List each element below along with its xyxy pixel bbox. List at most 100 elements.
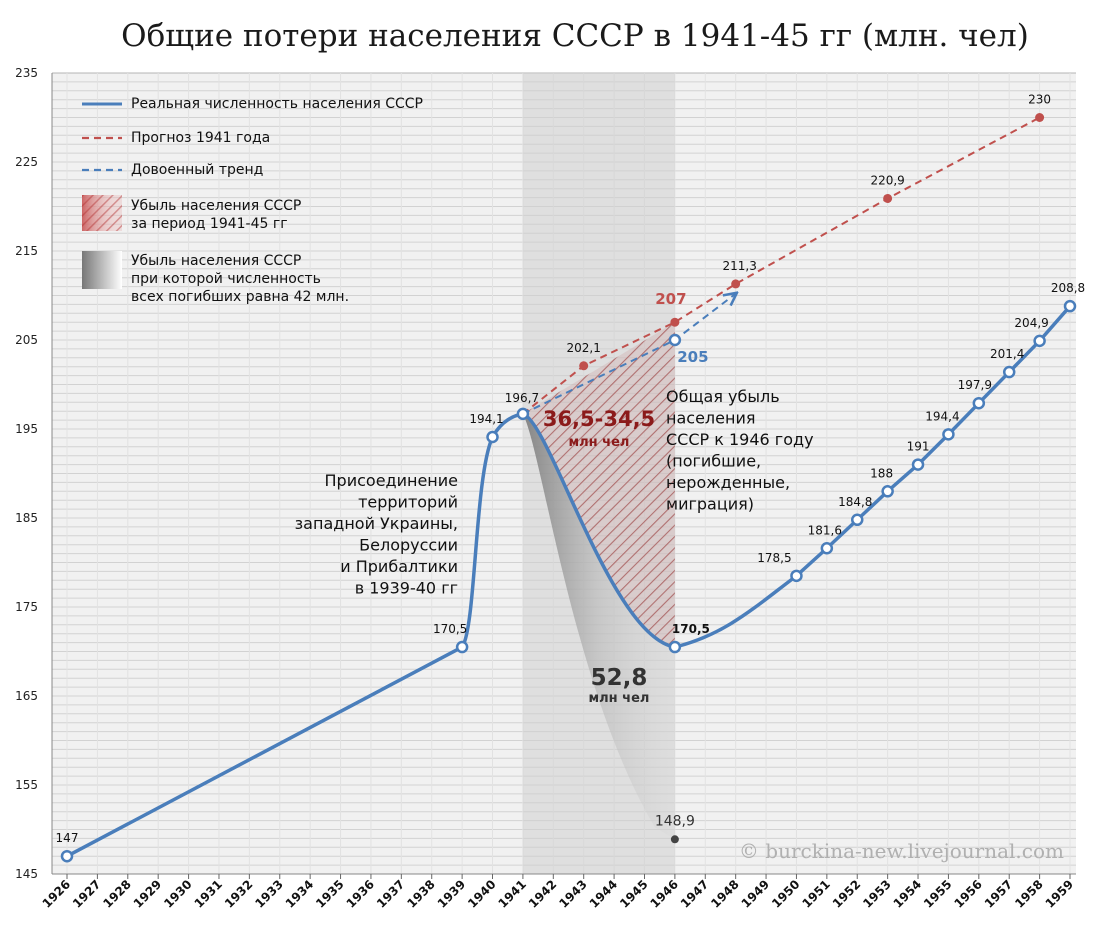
legend: Реальная численность населения СССР Прогн… — [82, 96, 423, 305]
real-population-point — [790, 569, 803, 583]
x-tick-label: 1929 — [131, 877, 165, 911]
annotations: Присоединение территорий западной Украины,… — [295, 387, 1064, 863]
x-tick-label: 1942 — [526, 877, 560, 911]
y-tick-label: 235 — [15, 66, 38, 80]
total-loss-note: (погибшие, — [666, 452, 761, 471]
forecast-label: 202,1 — [567, 341, 601, 355]
x-tick-label: 1943 — [556, 877, 590, 911]
x-tick-label: 1944 — [587, 877, 621, 911]
x-tick-label: 1958 — [1012, 877, 1046, 911]
trend-point — [668, 333, 682, 347]
total-loss-note: нерожденные, — [666, 473, 790, 492]
legend-label-gray: Убыль населения СССР — [131, 253, 301, 269]
x-tick-label: 1953 — [860, 877, 894, 911]
real-population-label: 194,4 — [925, 409, 959, 423]
legend-label-hatched: Убыль населения СССР — [131, 198, 301, 214]
gray-min-point — [670, 835, 679, 844]
gray-value-label: 52,8 — [591, 665, 648, 691]
real-population-point — [455, 640, 469, 654]
gray-min-label: 148,9 — [655, 813, 695, 829]
x-tick-label: 1926 — [40, 877, 74, 911]
loss-unit-label: млн чел — [569, 435, 630, 450]
legend-label-real: Реальная численность населения СССР — [131, 96, 423, 112]
x-tick-label: 1935 — [313, 877, 347, 911]
real-population-point — [1033, 334, 1046, 348]
annexation-note: Присоединение — [325, 471, 458, 490]
forecast-point — [1035, 113, 1045, 122]
real-population-label: 147 — [56, 831, 79, 845]
annexation-note: территорий — [358, 493, 458, 512]
real-population-label: 178,5 — [757, 551, 791, 565]
y-tick-label: 155 — [15, 778, 38, 792]
legend-label-forecast: Прогноз 1941 года — [131, 130, 270, 146]
real-population-label: 196,7 — [505, 391, 539, 405]
x-tick-label: 1937 — [374, 877, 408, 911]
total-loss-note: населения — [666, 409, 755, 428]
y-tick-label: 145 — [15, 867, 38, 881]
loss-area-hatched — [522, 322, 675, 648]
real-population-point — [486, 430, 499, 444]
y-tick-label: 175 — [15, 600, 38, 614]
x-tick-label: 1955 — [921, 877, 955, 911]
series-points — [60, 113, 1077, 863]
real-population-line — [66, 305, 1072, 858]
real-population-point — [60, 849, 74, 863]
forecast-line — [522, 116, 1041, 415]
x-tick-label: 1941 — [496, 877, 530, 911]
x-tick-label: 1945 — [617, 877, 651, 911]
real-population-point — [668, 640, 682, 654]
x-tick-label: 1933 — [252, 877, 286, 911]
x-tick-label: 1936 — [344, 877, 378, 911]
real-population-label: 194,1 — [469, 412, 503, 426]
x-tick-label: 1948 — [708, 877, 742, 911]
real-population-label: 191 — [907, 440, 930, 454]
gray-unit-label: млн чел — [589, 691, 650, 706]
real-population-point — [881, 485, 894, 498]
forecast-point — [579, 361, 589, 371]
y-tick-label: 215 — [15, 244, 38, 258]
real-population-point — [1002, 365, 1016, 379]
x-tick-label: 1932 — [222, 877, 256, 911]
real-population-label: 170,5 — [433, 622, 467, 636]
credit-watermark: © burckina-new.livejournal.com — [739, 839, 1064, 863]
y-tick-label: 205 — [15, 333, 38, 347]
real-population-label: 188 — [870, 466, 893, 480]
legend-label-trend: Довоенный тренд — [131, 162, 263, 178]
real-population-point — [850, 513, 864, 527]
forecast-label: 230 — [1028, 93, 1051, 107]
real-population-label: 197,9 — [958, 378, 992, 392]
real-population-point — [820, 542, 834, 555]
legend-swatch-hatched — [82, 195, 122, 231]
x-tick-label: 1956 — [951, 877, 985, 911]
real-population-label: 201,4 — [990, 347, 1024, 361]
x-tick-label: 1938 — [404, 877, 438, 911]
x-tick-label: 1939 — [435, 877, 469, 911]
forecast-point — [670, 317, 680, 327]
x-tick-label: 1951 — [799, 877, 833, 911]
y-tick-label: 185 — [15, 511, 38, 525]
y-tick-label: 165 — [15, 689, 38, 703]
legend-swatch-gray — [82, 251, 122, 289]
forecast-label: 211,3 — [722, 259, 756, 273]
real-population-label: 208,8 — [1051, 281, 1085, 295]
real-population-label: 184,8 — [838, 495, 872, 509]
y-tick-label: 225 — [15, 155, 38, 169]
legend-label-gray: всех погибших равна 42 млн. — [131, 289, 349, 305]
chart-title: Общие потери населения СССР в 1941-45 гг… — [121, 18, 1029, 54]
legend-label-hatched: за период 1941-45 гг — [131, 216, 288, 232]
forecast-point — [731, 279, 741, 289]
real-population-point — [972, 396, 986, 410]
x-tick-label: 1930 — [161, 877, 195, 911]
loss-area-gray — [522, 413, 675, 840]
trend-label: 205 — [677, 348, 708, 366]
annexation-note: в 1939-40 гг — [355, 579, 458, 598]
x-tick-label: 1949 — [739, 877, 773, 911]
x-tick-label: 1952 — [830, 877, 864, 911]
x-tick-label: 1950 — [769, 877, 803, 911]
real-population-label: 204,9 — [1014, 316, 1048, 330]
real-population-point — [911, 458, 925, 471]
forecast-label: 220,9 — [870, 173, 904, 187]
loss-value-label: 36,5-34,5 — [543, 407, 655, 431]
